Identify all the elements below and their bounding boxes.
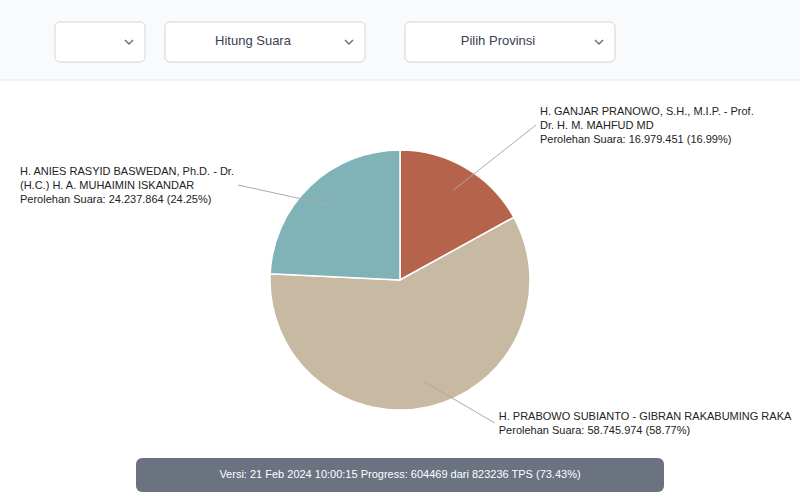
annotation-line: Perolehan Suara: 16.979.451 (16.99%): [540, 133, 731, 145]
pie-slice: [270, 150, 400, 280]
dropdown-box[interactable]: [165, 22, 365, 62]
leader-line: [453, 125, 536, 190]
annotations: H. GANJAR PRANOWO, S.H., M.I.P. - Prof. D…: [20, 105, 792, 436]
annotation-line: Perolehan Suara: 24.237.864 (24.25%): [20, 193, 211, 205]
annotation-line: (H.C.) H. A. MUHAIMIN ISKANDAR: [20, 179, 194, 191]
dropdown-label: Hitung Suara: [215, 33, 292, 48]
background: [0, 0, 800, 500]
footer-text: Versi: 21 Feb 2024 10:00:15 Progress: 60…: [219, 468, 580, 480]
dropdown-box[interactable]: [405, 22, 615, 62]
annotation: H. PRABOWO SUBIANTO - GIBRAN RAKABUMING …: [499, 410, 792, 436]
leader-line: [238, 185, 328, 205]
dropdown-label: Pilih Provinsi: [461, 33, 536, 48]
pie: [270, 150, 530, 410]
annotation-line: Dr. H. M. MAHFUD MD: [540, 119, 654, 131]
separator: [0, 80, 800, 81]
annotation: H. ANIES RASYID BASWEDAN, Ph.D. - Dr. (H.…: [20, 165, 234, 205]
dropdown[interactable]: Pilih Provinsi: [405, 22, 615, 62]
annotation-line: H. PRABOWO SUBIANTO - GIBRAN RAKABUMING …: [499, 410, 792, 422]
chart: Hitung Suara Pilih Provinsi H. GANJAR PRAN…: [0, 0, 800, 500]
annotation-line: Perolehan Suara: 58.745.974 (58.77%): [499, 424, 690, 436]
annotation-line: H. ANIES RASYID BASWEDAN, Ph.D. - Dr.: [20, 165, 234, 177]
footer-bar: [136, 458, 664, 492]
dropdown-box[interactable]: [55, 22, 145, 62]
chevron: [345, 40, 353, 44]
top-bar: [0, 0, 800, 80]
dropdown[interactable]: [55, 22, 145, 62]
leader-line: [424, 381, 495, 423]
annotation-line: H. GANJAR PRANOWO, S.H., M.I.P. - Prof.: [540, 105, 754, 117]
chevron: [595, 40, 603, 44]
dropdown[interactable]: Hitung Suara: [165, 22, 365, 62]
annotation: H. GANJAR PRANOWO, S.H., M.I.P. - Prof. D…: [540, 105, 754, 145]
chevron: [125, 40, 133, 44]
